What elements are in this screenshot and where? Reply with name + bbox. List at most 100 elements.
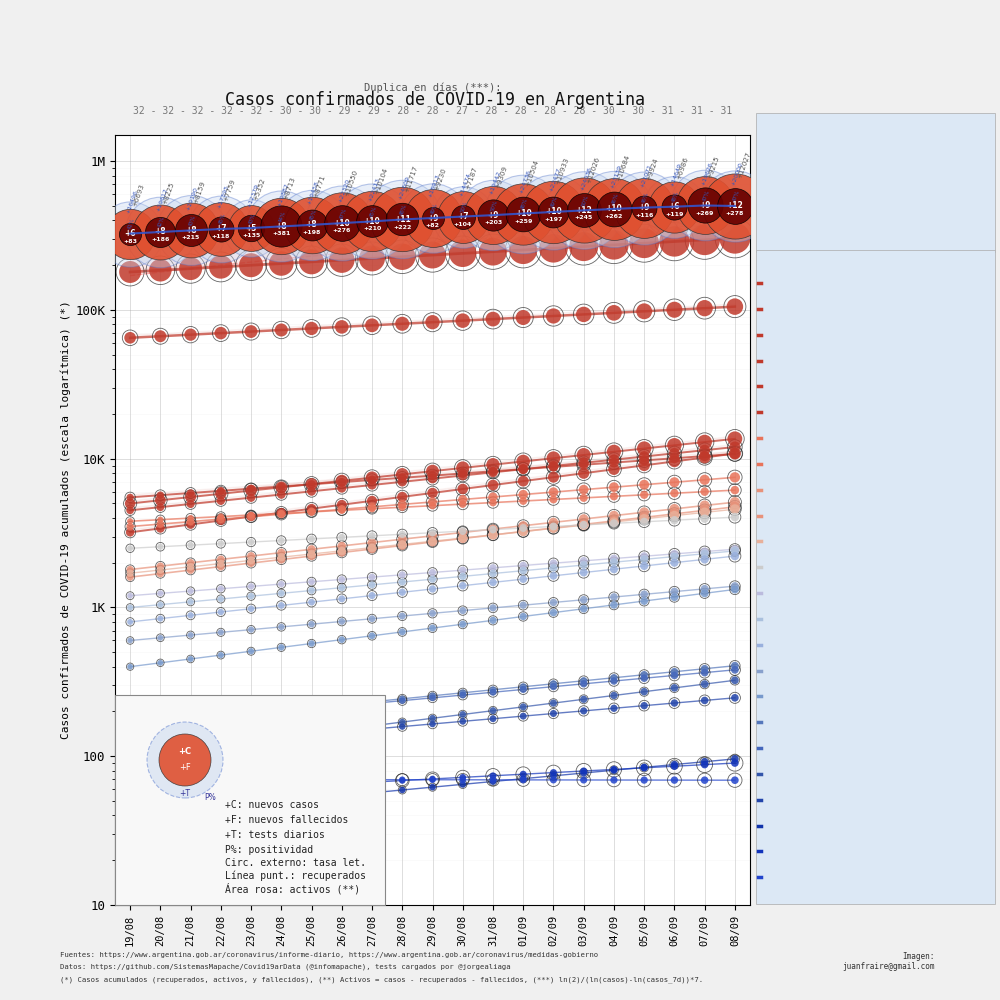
Point	[304, 583, 320, 599]
Point	[636, 670, 652, 686]
Point	[455, 568, 471, 584]
Point	[213, 799, 229, 815]
Point	[697, 449, 713, 465]
Text: +381: +381	[886, 358, 904, 366]
Point	[424, 463, 440, 479]
Point	[424, 779, 440, 795]
Point	[666, 549, 682, 565]
Point	[213, 581, 229, 597]
Point	[394, 211, 410, 227]
Point	[183, 496, 199, 512]
Point	[727, 662, 743, 678]
Point	[394, 474, 410, 490]
Point	[213, 536, 229, 552]
Point	[364, 540, 380, 556]
Text: +90: +90	[886, 564, 900, 573]
Point	[515, 597, 531, 613]
Text: Circ. externo: tasa let.: Circ. externo: tasa let.	[225, 858, 366, 868]
Point	[485, 311, 501, 327]
Point	[243, 507, 259, 523]
Point	[152, 224, 168, 240]
Point	[273, 505, 289, 521]
Point	[485, 772, 501, 788]
Point	[424, 716, 440, 732]
Point	[606, 761, 622, 777]
Point	[243, 220, 259, 236]
Point	[213, 559, 229, 575]
Point	[122, 330, 138, 346]
Point	[213, 581, 229, 597]
Point	[243, 324, 259, 340]
Point	[364, 493, 380, 509]
Point	[152, 487, 168, 503]
Text: +24736: +24736	[519, 169, 532, 194]
Point	[636, 457, 652, 473]
Point	[304, 726, 320, 742]
Point	[304, 546, 320, 562]
Point	[273, 597, 289, 613]
Point	[243, 220, 259, 236]
Point	[334, 497, 350, 513]
Point	[485, 527, 501, 543]
Text: (4747) Tucu.: (4747) Tucu.	[763, 512, 823, 522]
Point	[152, 539, 168, 555]
Point	[606, 687, 622, 703]
Point	[636, 511, 652, 527]
Point	[273, 639, 289, 655]
Point	[152, 499, 168, 515]
Point	[666, 546, 682, 562]
Point	[122, 742, 138, 758]
Point	[152, 492, 168, 508]
Point	[424, 498, 440, 514]
Point	[183, 627, 199, 643]
Point	[334, 580, 350, 596]
Point	[515, 461, 531, 477]
Point	[485, 684, 501, 700]
Text: +10104: +10104	[374, 167, 389, 195]
Text: 46%: 46%	[611, 193, 620, 206]
Point	[183, 496, 199, 512]
Point	[697, 484, 713, 500]
Point	[152, 512, 168, 528]
Point	[122, 718, 138, 734]
Point	[545, 469, 561, 485]
Point	[697, 197, 713, 213]
Point	[424, 485, 440, 501]
Text: 32 - 32 - 32 - 32 - 32 - 30 - 30 - 29 - 29 - 28 - 28 - 27 - 28 - 28 - 28 - 28 - : 32 - 32 - 32 - 32 - 32 - 30 - 30 - 29 - …	[133, 106, 732, 116]
Point	[455, 685, 471, 701]
Point	[606, 201, 622, 217]
Point	[697, 448, 713, 464]
Point	[727, 541, 743, 557]
Point	[636, 698, 652, 714]
Point	[727, 198, 743, 214]
Point	[394, 496, 410, 512]
Point	[455, 578, 471, 594]
Point	[545, 491, 561, 507]
Point	[122, 569, 138, 585]
Point	[485, 527, 501, 543]
Text: +10: +10	[545, 207, 562, 216]
Point	[304, 476, 320, 492]
Point	[636, 504, 652, 520]
Text: +T: +T	[180, 788, 190, 797]
Point	[636, 759, 652, 775]
Text: +12026: +12026	[585, 156, 600, 184]
Point	[606, 673, 622, 689]
Point	[697, 498, 713, 514]
Text: +8159: +8159	[192, 180, 206, 204]
Point	[183, 737, 199, 753]
Point	[606, 561, 622, 577]
Point	[485, 682, 501, 698]
Point	[243, 622, 259, 638]
Point	[213, 647, 229, 663]
Point	[273, 218, 289, 234]
Text: 41%: 41%	[127, 217, 136, 230]
Point	[213, 483, 229, 499]
Point	[273, 704, 289, 720]
Point	[273, 729, 289, 745]
Point	[455, 616, 471, 632]
Point	[455, 603, 471, 619]
Point	[666, 555, 682, 571]
Point	[424, 688, 440, 704]
Point	[334, 480, 350, 496]
